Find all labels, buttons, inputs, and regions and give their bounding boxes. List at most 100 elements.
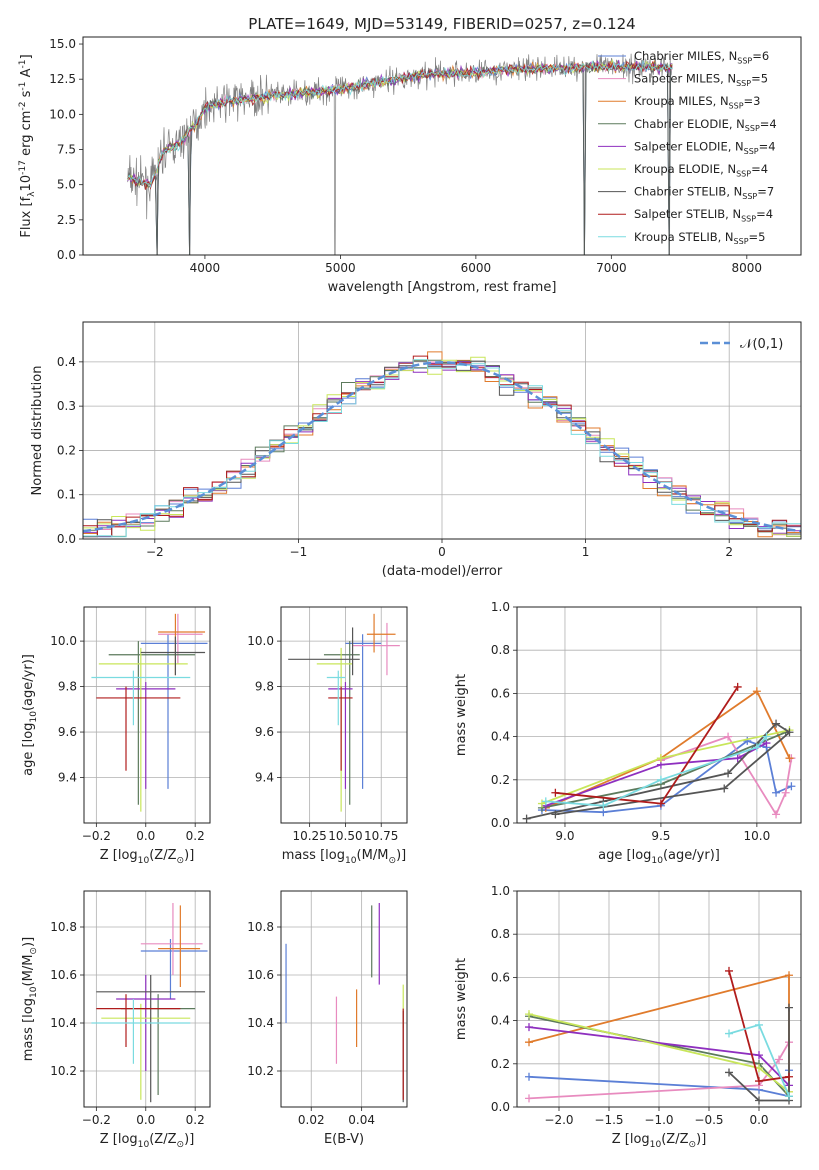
figure-title: PLATE=1649, MJD=53149, FIBERID=0257, z=0… <box>248 15 635 33</box>
legend-entry: 𝒩(0,1) <box>740 337 783 352</box>
weight-series-line <box>545 689 791 809</box>
y-tick-label: 10.4 <box>50 1016 77 1030</box>
y-tick-label: 0.3 <box>57 399 76 413</box>
x-tick-label: 5000 <box>325 261 356 275</box>
x-tick-label: 8000 <box>732 261 763 275</box>
y-tick-label: 0.2 <box>57 443 76 457</box>
x-axis-label: wavelength [Angstrom, rest frame] <box>328 280 557 295</box>
x-tick-label: 0.2 <box>186 1113 205 1127</box>
weight_vs_Z-axes: −2.0 −1.5 −1.0 −0.5 0.0 0.0 0.2 0.4 0.6 0.8 1.0 <box>491 884 802 1127</box>
weight-point-marker <box>525 1023 533 1032</box>
weight-point-marker <box>525 1038 533 1047</box>
weight-series-line <box>728 1007 790 1102</box>
weight-point-marker <box>743 736 752 745</box>
y-tick-label: 9.8 <box>58 680 77 694</box>
y-tick-label: 9.6 <box>58 725 77 739</box>
weight_vs_Z-plot-area <box>525 966 793 1105</box>
legend-entry: Chabrier ELODIE, NSSP=4 <box>634 117 777 133</box>
weight-point-marker <box>724 732 733 741</box>
x-tick-label: −0.2 <box>82 1113 111 1127</box>
x-tick-label: 0.0 <box>749 1113 768 1127</box>
weight-point-marker <box>785 728 794 737</box>
weight-point-marker <box>762 732 771 741</box>
weight-point-marker <box>785 1072 793 1081</box>
y-tick-label: 0.4 <box>491 1014 510 1028</box>
spectrum-plot-area <box>127 53 673 255</box>
x-tick-label: 10.25 <box>292 829 326 843</box>
model-spectrum-line <box>127 61 673 255</box>
y-axis-label: Normed distribution <box>30 366 45 496</box>
weight-point-marker <box>656 754 665 763</box>
weight-point-marker <box>785 971 793 980</box>
weight-series-line <box>541 739 792 814</box>
age_vs_Z-plot-area <box>91 613 208 812</box>
weight-point-marker <box>785 1092 793 1101</box>
x-tick-label: 10.0 <box>744 829 771 843</box>
x-axis-label: Z [log10(Z/Z⊙)] <box>100 848 195 866</box>
y-tick-label: 0.6 <box>491 970 510 984</box>
mass_vs_Z-axes: −0.2 0.0 0.2 10.2 10.4 10.6 10.8 <box>50 890 211 1127</box>
weight-point-marker <box>752 743 761 752</box>
weight-point-marker <box>551 788 560 797</box>
model-spectrum-line <box>127 60 673 189</box>
y-tick-label: 10.0 <box>247 634 274 648</box>
residual-histogram-series <box>83 351 801 538</box>
axes-frame <box>280 606 408 824</box>
mass_vs_ebv-plot-area <box>285 903 404 1103</box>
y-tick-label: 9.4 <box>58 771 77 785</box>
y-tick-label: 0.4 <box>57 355 76 369</box>
y-tick-label: 1.0 <box>491 600 510 614</box>
x-tick-label: −1.0 <box>644 1113 673 1127</box>
axes-frame <box>82 36 802 256</box>
weight-point-marker <box>772 719 781 728</box>
x-tick-label: 0.0 <box>136 1113 155 1127</box>
weight-point-marker <box>772 810 781 819</box>
y-tick-label: 0.0 <box>57 532 76 546</box>
x-tick-label: 1 <box>582 545 590 559</box>
axes-frame <box>83 606 211 824</box>
x-tick-label: 6000 <box>461 261 492 275</box>
y-tick-label: 9.8 <box>255 680 274 694</box>
residuals-plot-area <box>83 351 801 538</box>
spectrum-axes: 4000 5000 6000 7000 8000 0.0 2.5 5.0 7.5 10.0 12.5… <box>49 36 802 275</box>
x-axis-label: Z [log10(Z/Z⊙)] <box>100 1132 195 1150</box>
y-tick-label: 10.0 <box>50 634 77 648</box>
weight-series-line <box>545 742 767 807</box>
weight_vs_age-axes: 9.0 9.5 10.0 0.0 0.2 0.4 0.6 0.8 1.0 <box>491 600 802 843</box>
x-tick-label: 2 <box>725 545 733 559</box>
y-axis-label: mass weight <box>454 674 469 756</box>
y-tick-label: 10.0 <box>49 107 76 121</box>
weight-point-marker <box>720 784 729 793</box>
x-axis-label: E(B-V) <box>324 1132 364 1147</box>
legend-entry: Kroupa STELIB, NSSP=5 <box>634 230 765 246</box>
x-tick-label: −1 <box>290 545 308 559</box>
weight-point-marker <box>772 788 781 797</box>
mass_vs_Z-plot-area <box>91 903 208 1103</box>
y-tick-label: 0.1 <box>57 488 76 502</box>
x-tick-label: 9.5 <box>651 829 670 843</box>
x-tick-label: 0.04 <box>348 1113 375 1127</box>
legend-entry: Kroupa MILES, NSSP=3 <box>634 94 760 110</box>
y-tick-label: 5.0 <box>57 178 76 192</box>
age_vs_Z-axes: −0.2 0.0 0.2 9.4 9.6 9.8 10.0 <box>50 606 211 843</box>
residual-histogram-series <box>83 359 801 538</box>
weight-point-marker <box>724 769 733 778</box>
weight-point-marker <box>525 1094 533 1103</box>
y-tick-label: 10.4 <box>247 1016 274 1030</box>
weight-series-line <box>528 1041 790 1100</box>
x-axis-label: (data-model)/error <box>382 564 503 579</box>
model-spectrum-line <box>127 61 673 255</box>
axes-frame <box>516 606 802 824</box>
y-axis-label: age [log10(age/yr)] <box>21 654 39 776</box>
weight-point-marker <box>725 1029 733 1038</box>
weight-point-marker <box>755 1020 763 1029</box>
x-tick-label: 0 <box>438 545 446 559</box>
weight-point-marker <box>781 788 790 797</box>
legend-entry: Chabrier MILES, NSSP=6 <box>634 49 769 65</box>
y-tick-label: 12.5 <box>49 72 76 86</box>
x-tick-label: 0.0 <box>136 829 155 843</box>
x-axis-label: age [log10(age/yr)] <box>598 848 720 866</box>
y-tick-label: 9.4 <box>255 771 274 785</box>
y-tick-label: 9.6 <box>255 725 274 739</box>
y-tick-label: 10.6 <box>50 968 77 982</box>
